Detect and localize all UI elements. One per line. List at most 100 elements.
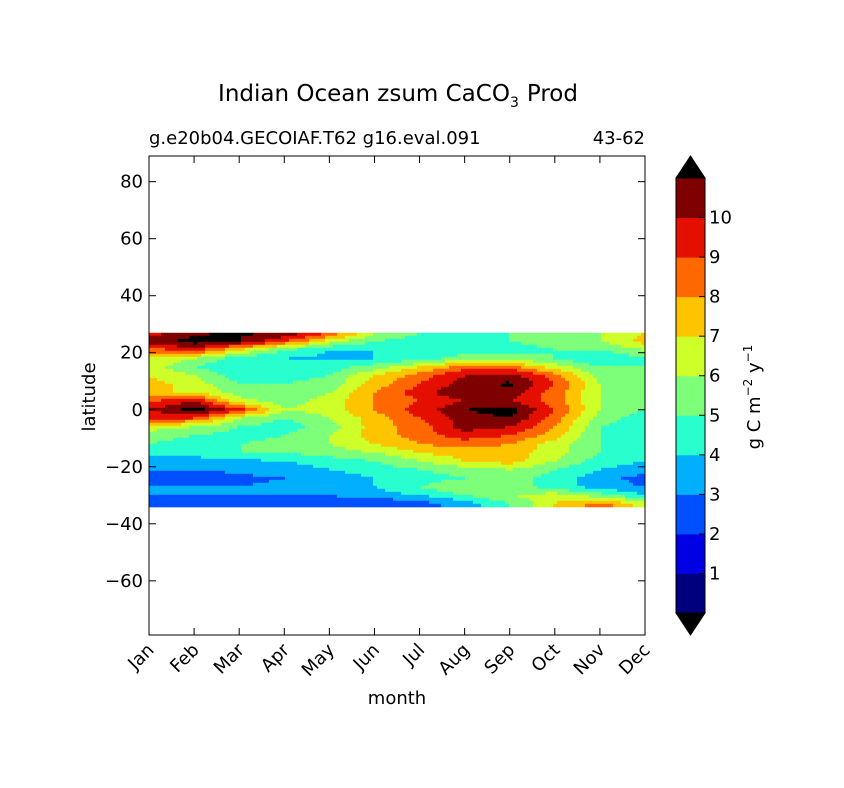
heatmap-cell	[377, 389, 406, 394]
heatmap-cell	[393, 464, 458, 469]
heatmap-cell	[437, 389, 526, 394]
heatmap-cell	[225, 353, 258, 358]
heatmap-cell	[333, 443, 382, 448]
heatmap-cell	[585, 386, 602, 391]
heatmap-cell	[473, 494, 518, 499]
heatmap-cell	[637, 335, 645, 340]
heatmap-cell	[309, 338, 326, 343]
heatmap-cell	[453, 491, 546, 496]
heatmap-cell	[617, 419, 645, 424]
heatmap-cell	[501, 434, 538, 439]
heatmap-cell	[309, 377, 346, 382]
heatmap-cell	[205, 407, 226, 412]
heatmap-cell	[541, 419, 562, 424]
heatmap-cell	[533, 464, 570, 469]
heatmap-cell	[149, 449, 242, 454]
x-tick-label: Dec	[615, 640, 654, 679]
heatmap-cell	[641, 347, 645, 352]
heatmap-cell	[317, 395, 350, 400]
heatmap-cell	[601, 434, 645, 439]
heatmap-cell	[441, 356, 554, 361]
heatmap-cell	[565, 401, 582, 406]
heatmap-cell	[277, 344, 306, 349]
heatmap-cell	[229, 344, 254, 349]
heatmap-cell	[361, 428, 398, 433]
heatmap-cell	[149, 422, 182, 427]
heatmap-cell	[205, 347, 226, 352]
heatmap-cell	[353, 413, 386, 418]
y-tick-label: −60	[105, 571, 143, 592]
colorbar-segment	[676, 573, 705, 614]
heatmap-cell	[293, 380, 346, 385]
heatmap-cell	[325, 338, 350, 343]
heatmap-cell	[453, 425, 506, 430]
heatmap-cell	[181, 407, 206, 412]
heatmap-cell	[401, 455, 454, 460]
heatmap-cell	[601, 407, 645, 412]
heatmap-cell	[189, 434, 282, 439]
heatmap-cell	[353, 389, 378, 394]
heatmap-cell	[173, 362, 206, 367]
heatmap-cell	[521, 365, 546, 370]
heatmap-cell	[149, 494, 338, 499]
heatmap-cell	[197, 365, 350, 370]
heatmap-cell	[209, 368, 342, 373]
heatmap-cell	[357, 371, 386, 376]
heatmap-cell	[205, 350, 226, 355]
heatmap-cell	[149, 359, 182, 364]
heatmap-cell	[149, 485, 378, 490]
heatmap-cell	[149, 428, 158, 433]
heatmap-cell	[581, 410, 598, 415]
heatmap-cell	[333, 419, 362, 424]
colorbar-tick-label: 9	[709, 247, 720, 268]
heatmap-cell	[633, 482, 645, 487]
heatmap-cell	[337, 428, 362, 433]
heatmap-cell	[277, 350, 326, 355]
heatmap-cell	[501, 383, 514, 388]
heatmap-cell	[225, 404, 246, 409]
heatmap-cell	[529, 413, 550, 418]
colorbar-extend-low	[675, 612, 706, 636]
heatmap-cell	[413, 413, 446, 418]
heatmap-cell	[429, 422, 454, 427]
heatmap-cell	[165, 347, 206, 352]
heatmap-cell	[329, 434, 362, 439]
heatmap-cell	[233, 392, 326, 397]
heatmap-cell	[225, 470, 346, 475]
heatmap-cell	[345, 380, 366, 385]
heatmap-cell	[385, 488, 438, 493]
heatmap-cell	[377, 485, 422, 490]
heatmap-cell	[533, 371, 554, 376]
heatmap-cell	[457, 464, 534, 469]
heatmap-cell	[569, 446, 602, 451]
heatmap-cell	[517, 407, 538, 412]
heatmap-cell	[405, 392, 438, 397]
heatmap-cell	[149, 464, 314, 469]
heatmap-cell	[149, 365, 166, 370]
heatmap-cell	[445, 359, 534, 364]
heatmap-cell	[557, 422, 574, 427]
colorbar-tick-label: 4	[709, 445, 720, 466]
heatmap-cell	[361, 449, 414, 454]
heatmap-cell	[553, 353, 630, 358]
colorbar-segment	[676, 336, 705, 377]
heatmap-cell	[161, 332, 210, 337]
heatmap-cell	[569, 488, 618, 493]
heatmap-cell	[617, 464, 645, 469]
heatmap-cell	[245, 407, 258, 412]
heatmap-cell	[629, 353, 645, 358]
heatmap-cell	[209, 332, 254, 337]
heatmap-cell	[473, 500, 506, 505]
heatmap-cell	[149, 368, 174, 373]
heatmap-cell	[561, 374, 578, 379]
heatmap-cell	[245, 401, 274, 406]
heatmap-cell	[193, 416, 210, 421]
heatmap-cell	[373, 350, 614, 355]
heatmap-cell	[601, 431, 645, 436]
heatmap-cell	[305, 344, 334, 349]
colorbar-tick-label: 6	[709, 366, 720, 387]
heatmap-cell	[401, 359, 446, 364]
heatmap-cell	[537, 368, 562, 373]
x-tick-label: Jun	[349, 640, 384, 675]
heatmap-cell	[241, 338, 266, 343]
